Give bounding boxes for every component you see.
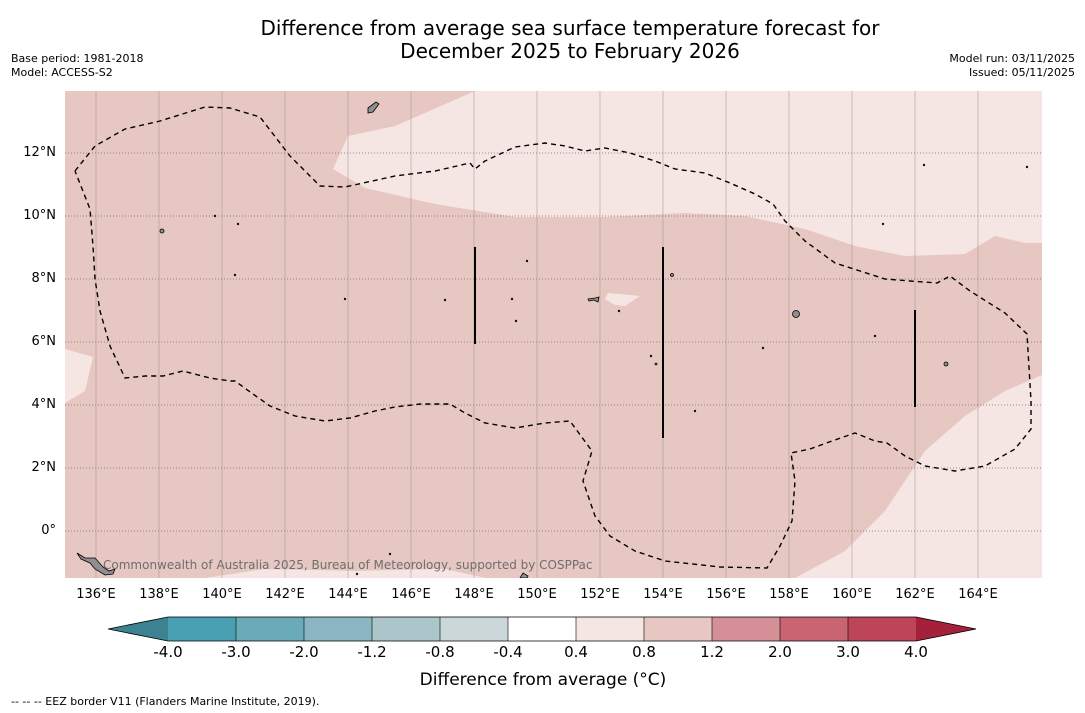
colorbar-under-arrow [108,617,168,641]
base-period: Base period: 1981-2018 [11,52,144,65]
colorbar-outline [107,616,977,642]
lon-tick-158E: 158°E [769,587,809,602]
lon-tick-152E: 152°E [580,587,620,602]
map-svg [65,91,1042,578]
anomaly-band-0.4-0.8-north [333,91,1042,256]
model-run-date: Model run: 03/11/2025 [949,52,1075,65]
lat-tick-4N: 4°N [31,397,57,412]
lat-tick-8N: 8°N [31,271,57,286]
colorbar-bin-7 [576,617,644,641]
lon-tick-156E: 156°E [706,587,746,602]
colorbar-tick: -1.2 [357,643,387,661]
lon-tick-162E: 162°E [895,587,935,602]
colorbar-tick: 1.2 [700,643,724,661]
eez-border [74,106,1032,569]
colorbar-bin-5 [440,617,508,641]
lat-tick-6N: 6°N [31,334,57,349]
colorbar-dividers [235,617,849,641]
issued-date: Issued: 05/11/2025 [968,66,1075,79]
lat-tick-2N: 2°N [31,460,57,475]
map-credit: Commonwealth of Australia 2025, Bureau o… [103,558,593,572]
lon-tick-146E: 146°E [391,587,431,602]
meridian-gridlines [95,91,979,578]
colorbar-over-arrow [916,617,976,641]
chart-title-line-1: Difference from average sea surface temp… [260,16,880,40]
colorbar-bin-4 [372,617,440,641]
model-name: Model: ACCESS-S2 [11,66,113,79]
colorbar-bin-3 [304,617,372,641]
lat-tick-0: 0° [41,523,56,538]
lon-tick-138E: 138°E [139,587,179,602]
parallel-gridlines [65,152,1042,532]
colorbar-bin-9 [712,617,780,641]
lon-tick-154E: 154°E [643,587,683,602]
colorbar-tick: -0.8 [425,643,455,661]
colorbar-bin-6 [508,617,576,641]
sst-anomaly-map [65,91,1042,578]
colorbar-tick: -3.0 [221,643,251,661]
lon-tick-136E: 136°E [76,587,116,602]
colorbar-bin-11 [848,617,916,641]
anomaly-band-0.4-0.8-west [65,349,93,403]
colorbar-bin-1 [168,617,236,641]
colorbar-tick: 4.0 [904,643,928,661]
colorbar-bin-10 [780,617,848,641]
colorbar-tick: 3.0 [836,643,860,661]
colorbar-bin-8 [644,617,712,641]
lon-tick-160E: 160°E [832,587,872,602]
colorbar-bin-2 [236,617,304,641]
lat-tick-12N: 12°N [23,145,56,160]
islands [76,101,1029,578]
colorbar-tick: -2.0 [289,643,319,661]
eez-straight-segments [474,247,916,438]
lon-tick-140E: 140°E [202,587,242,602]
chart-title-line-2: December 2025 to February 2026 [400,39,740,63]
eez-footnote: -- -- -- EEZ border V11 (Flanders Marine… [11,695,320,708]
lat-tick-10N: 10°N [23,208,56,223]
lon-tick-148E: 148°E [454,587,494,602]
lon-tick-142E: 142°E [265,587,305,602]
anomaly-band-0.4-0.8-patch [605,293,640,306]
colorbar [107,616,978,646]
colorbar-label: Difference from average (°C) [419,670,667,690]
lon-tick-144E: 144°E [328,587,368,602]
anomaly-band-0.4-0.8-south [205,569,485,578]
colorbar-tick: -0.4 [493,643,523,661]
colorbar-tick: -4.0 [153,643,183,661]
lon-tick-164E: 164°E [958,587,998,602]
colorbar-tick: 0.4 [564,643,588,661]
colorbar-tick: 0.8 [632,643,656,661]
colorbar-tick: 2.0 [768,643,792,661]
anomaly-band-0.4-0.8-southeast [795,375,1042,578]
colorbar-svg [107,616,977,642]
lon-tick-150E: 150°E [517,587,557,602]
